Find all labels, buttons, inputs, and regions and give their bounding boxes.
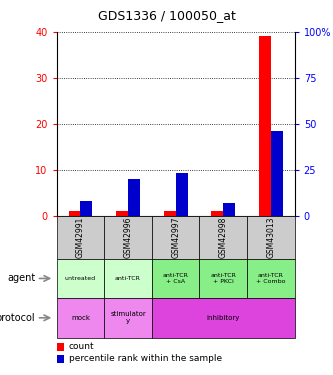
Text: percentile rank within the sample: percentile rank within the sample (69, 354, 222, 363)
Text: GSM42997: GSM42997 (171, 216, 180, 258)
Bar (211, 211, 223, 216)
Text: inhibitory: inhibitory (206, 315, 240, 321)
Bar (116, 211, 128, 216)
Text: GSM43013: GSM43013 (266, 216, 275, 258)
Bar (69, 211, 81, 216)
Bar (247, 216, 295, 259)
Bar (199, 216, 247, 259)
Bar (271, 131, 283, 216)
Bar (199, 259, 247, 298)
Bar (223, 203, 235, 216)
Bar (152, 216, 199, 259)
Text: anti-TCR: anti-TCR (115, 276, 141, 281)
Text: anti-TCR
+ Combo: anti-TCR + Combo (256, 273, 286, 284)
Bar (247, 259, 295, 298)
Text: stimulator
y: stimulator y (110, 311, 146, 324)
Bar (152, 298, 295, 338)
Text: count: count (69, 342, 95, 351)
Bar (152, 259, 199, 298)
Bar (57, 259, 104, 298)
Text: GSM42998: GSM42998 (219, 216, 228, 258)
Bar (104, 298, 152, 338)
Bar (259, 36, 271, 216)
Text: anti-TCR
+ PKCi: anti-TCR + PKCi (210, 273, 236, 284)
Text: GSM42991: GSM42991 (76, 216, 85, 258)
Text: anti-TCR
+ CsA: anti-TCR + CsA (163, 273, 188, 284)
Text: GDS1336 / 100050_at: GDS1336 / 100050_at (98, 9, 235, 22)
Bar (128, 179, 140, 216)
Bar (57, 216, 104, 259)
Text: GSM42996: GSM42996 (124, 216, 133, 258)
Text: mock: mock (71, 315, 90, 321)
Bar (81, 201, 92, 216)
Text: untreated: untreated (65, 276, 96, 281)
Bar (176, 173, 187, 216)
Bar (57, 298, 104, 338)
Text: agent: agent (7, 273, 35, 284)
Bar (104, 259, 152, 298)
Text: protocol: protocol (0, 313, 35, 323)
Bar (104, 216, 152, 259)
Bar (164, 211, 176, 216)
